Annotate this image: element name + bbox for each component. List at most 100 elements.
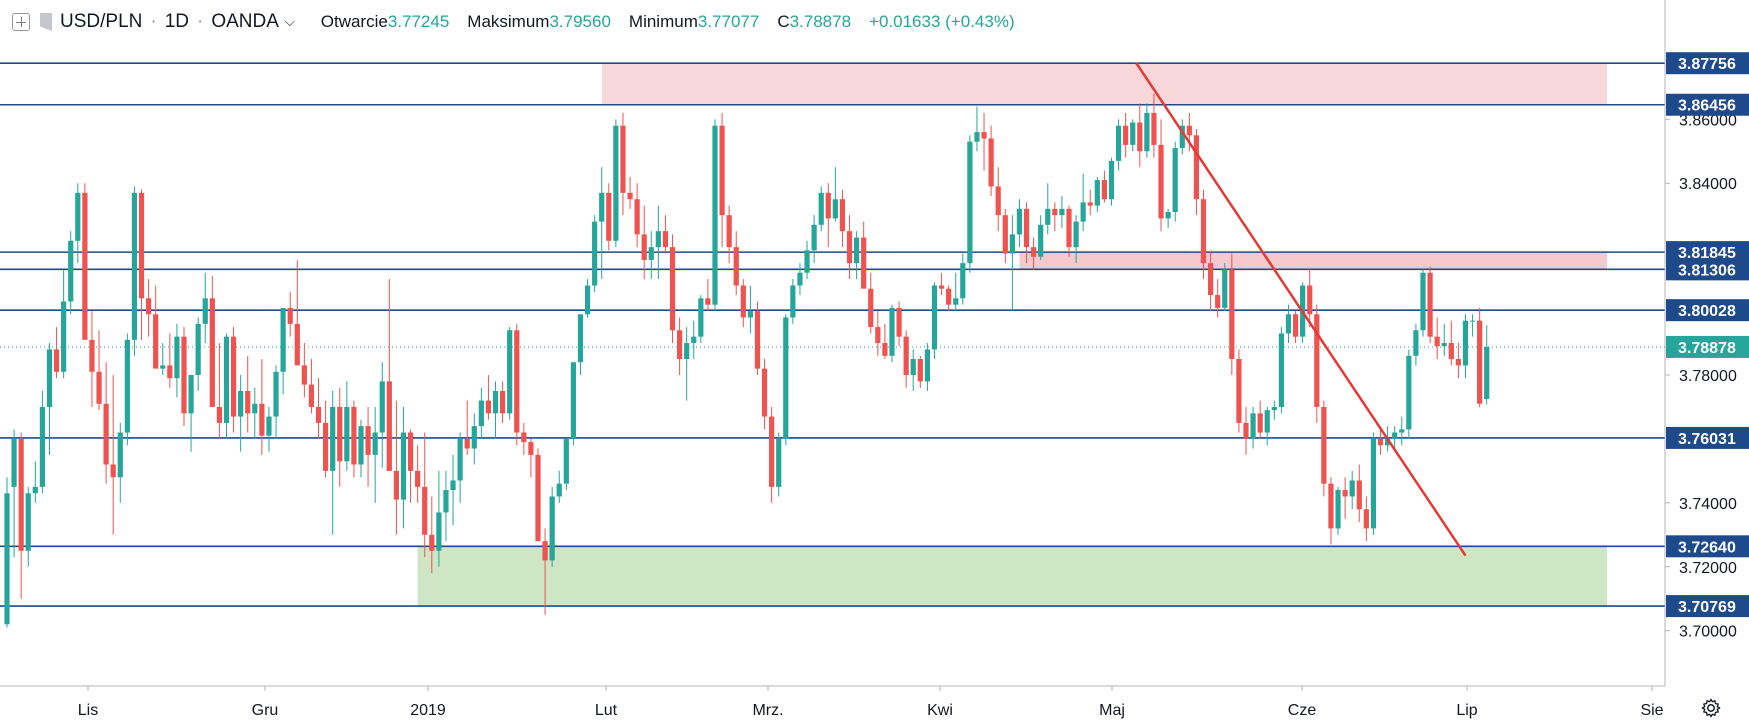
candle-body [1314, 314, 1320, 407]
candle-body [1179, 125, 1185, 149]
candle-body [1392, 432, 1398, 439]
candle-body [613, 125, 619, 241]
candle-body [832, 199, 838, 219]
candle-body [1208, 263, 1214, 296]
candle-body [308, 384, 315, 407]
candle-body [1094, 180, 1100, 206]
support-zone [417, 546, 1608, 607]
candle-body [790, 285, 796, 318]
candle-body [988, 138, 994, 187]
candle-body [379, 381, 385, 433]
candle-body [797, 272, 803, 286]
candle-body [124, 339, 130, 433]
candle-body [1165, 212, 1171, 219]
candle-body [776, 438, 782, 487]
candle-body [684, 343, 690, 360]
level-badge [1666, 299, 1749, 322]
candle-body [146, 298, 152, 315]
candle-body [400, 432, 407, 500]
interval-label: 1D [164, 11, 189, 32]
candle-body [223, 336, 230, 423]
candle-body [1278, 333, 1284, 407]
gear-icon[interactable] [1700, 697, 1722, 719]
open-value: 3.77245 [387, 12, 450, 31]
candle-body [1200, 199, 1207, 264]
candle-body [1002, 215, 1008, 254]
candle-body [344, 406, 350, 462]
candle-body [811, 224, 817, 251]
candle-body [358, 426, 364, 465]
candle-body [1186, 125, 1192, 136]
candle-body [238, 390, 244, 417]
candle-body [1307, 285, 1313, 315]
candle-body [301, 365, 307, 385]
candle-body [974, 132, 980, 142]
candle-body [103, 403, 109, 465]
candle-body [691, 336, 697, 344]
chevron-down-icon[interactable]: ⌵ [284, 14, 295, 29]
candle-body [1250, 413, 1256, 439]
candle-body [1462, 320, 1469, 366]
candle-body [1292, 314, 1299, 337]
add-symbol-icon[interactable] [12, 13, 30, 31]
candles-layer [4, 93, 1490, 628]
candle-body [330, 406, 336, 471]
candle-body [61, 301, 67, 372]
candle-body [11, 438, 17, 487]
candle-body [1130, 122, 1136, 145]
candle-body [627, 192, 633, 200]
candle-body [995, 186, 1001, 216]
candle-body [712, 125, 718, 305]
candle-body [1009, 234, 1015, 254]
candle-body [1123, 125, 1129, 145]
source-label: OANDA [211, 11, 279, 32]
candle-body [825, 192, 831, 219]
candle-body [783, 317, 789, 439]
candle-body [429, 534, 435, 551]
candle-body [854, 237, 860, 264]
candle-body [323, 422, 329, 471]
candle-body [549, 496, 555, 561]
candle-body [747, 311, 753, 318]
candle-body [46, 349, 53, 407]
close-value: 3.78878 [789, 12, 852, 31]
candle-body [1222, 269, 1228, 308]
x-tick-label: Cze [1288, 702, 1317, 719]
candle-body [209, 298, 215, 407]
candle-body [273, 371, 279, 417]
candle-body [1087, 202, 1093, 206]
candle-body [924, 349, 930, 382]
zones-layer [417, 63, 1608, 607]
candle-body [1073, 221, 1079, 248]
candle-body [1158, 144, 1164, 219]
candle-body [1023, 208, 1030, 248]
candle-body [450, 480, 456, 491]
low-value: 3.77077 [697, 12, 760, 31]
candle-body [464, 438, 470, 449]
separator-dot: · [196, 11, 204, 32]
candle-body [634, 199, 640, 235]
candle-body [422, 486, 428, 535]
candle-body [1193, 135, 1200, 200]
level-badge-label: 3.81845 [1678, 245, 1736, 262]
candle-body [485, 400, 492, 414]
candle-body [372, 432, 378, 455]
level-badge [1666, 535, 1749, 558]
candle-body [89, 339, 95, 372]
candle-body [1370, 438, 1377, 529]
symbol-selector[interactable]: USD/PLN · 1D · OANDA ⌵ [60, 11, 295, 33]
y-tick-label: 3.78000 [1679, 368, 1737, 385]
x-tick-label: Sie [1640, 702, 1663, 719]
candle-body [938, 285, 945, 289]
candle-body [245, 390, 251, 414]
candle-body [861, 237, 867, 289]
candle-body [946, 288, 952, 305]
candle-body [1257, 413, 1263, 433]
candle-body [1115, 125, 1122, 161]
candle-body [931, 285, 938, 350]
time-axis: Lis Gru 2019 Lut Mrz. Kwi Maj Cze Lip Sie [0, 685, 1665, 719]
candle-body [953, 298, 959, 305]
candle-body [839, 199, 846, 232]
candle-body [726, 215, 732, 248]
